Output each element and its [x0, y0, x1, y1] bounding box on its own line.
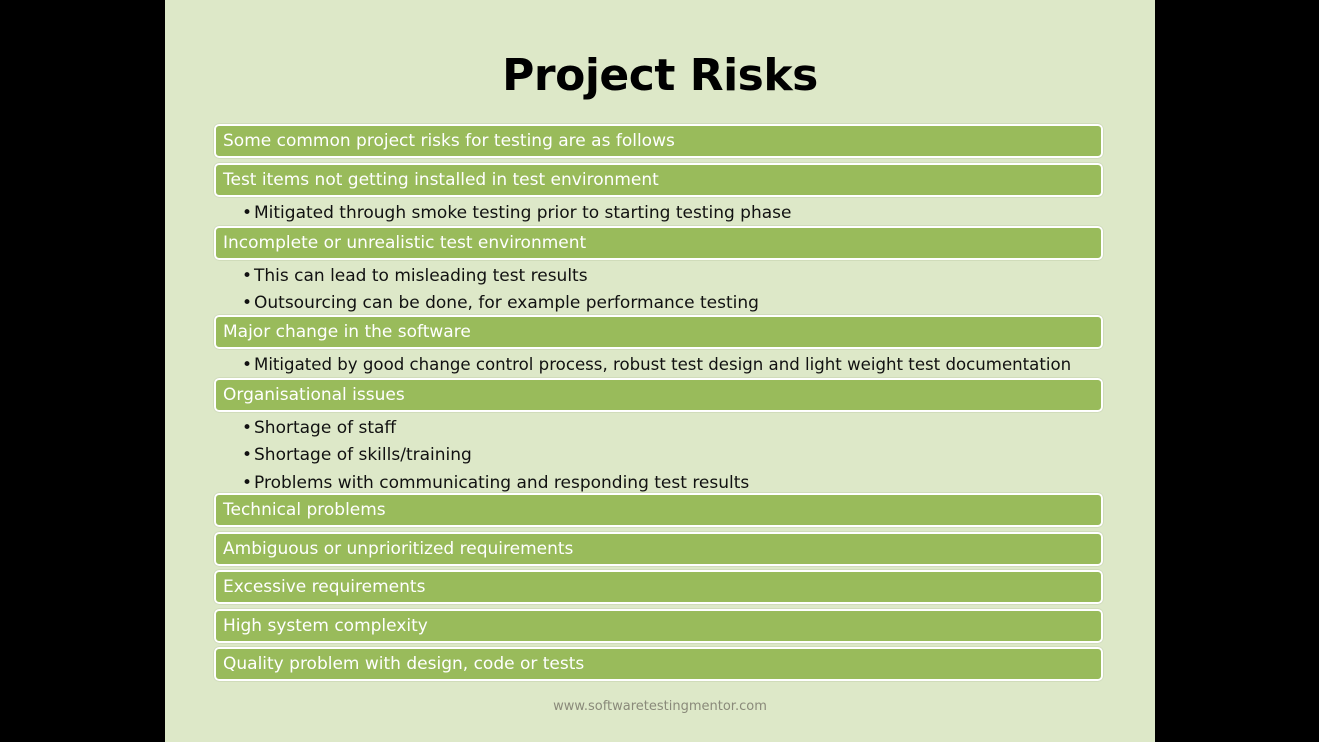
footer-url: www.softwaretestingmentor.com: [553, 699, 767, 714]
bullet-dot-icon: •: [242, 355, 253, 375]
slide: Project Risks Some common project risks …: [165, 0, 1155, 742]
bullet-item: • This can lead to misleading test result…: [242, 265, 588, 287]
risk-bar-intro: Some common project risks for testing ar…: [214, 124, 1103, 158]
bullet-item: • Problems with communicating and respond…: [242, 472, 749, 494]
risk-bar-technical: Technical problems: [214, 493, 1103, 527]
risk-bar-quality-problem: Quality problem with design, code or tes…: [214, 647, 1103, 681]
bullet-dot-icon: •: [242, 445, 253, 465]
bullet-dot-icon: •: [242, 293, 253, 313]
bullet-item: • Shortage of staff: [242, 417, 396, 439]
risk-bar-organisational: Organisational issues: [214, 378, 1103, 412]
bullet-dot-icon: •: [242, 473, 253, 493]
bullet-item: • Shortage of skills/training: [242, 444, 472, 466]
bullet-text: Mitigated through smoke testing prior to…: [254, 203, 792, 223]
bullet-text: This can lead to misleading test results: [254, 266, 588, 286]
bullet-item: • Mitigated through smoke testing prior t…: [242, 202, 791, 224]
slide-title: Project Risks: [502, 50, 818, 101]
bullet-dot-icon: •: [242, 266, 253, 286]
risk-bar-system-complexity: High system complexity: [214, 609, 1103, 643]
risk-bar-test-items: Test items not getting installed in test…: [214, 163, 1103, 197]
bullet-text: Mitigated by good change control process…: [254, 355, 1072, 374]
bullet-dot-icon: •: [242, 418, 253, 438]
bullet-text: Problems with communicating and respondi…: [254, 473, 750, 493]
bullet-dot-icon: •: [242, 203, 253, 223]
bullet-text: Shortage of skills/training: [254, 445, 472, 465]
bullet-text: Shortage of staff: [254, 418, 397, 438]
risk-bar-excessive-requirements: Excessive requirements: [214, 570, 1103, 604]
bullet-text: Outsourcing can be done, for example per…: [254, 293, 759, 313]
bullet-item: • Mitigated by good change control proces…: [242, 354, 1071, 376]
risk-bar-major-change: Major change in the software: [214, 315, 1103, 349]
risk-bar-test-environment: Incomplete or unrealistic test environme…: [214, 226, 1103, 260]
risk-bar-ambiguous-requirements: Ambiguous or unprioritized requirements: [214, 532, 1103, 566]
bullet-item: • Outsourcing can be done, for example pe…: [242, 292, 759, 314]
